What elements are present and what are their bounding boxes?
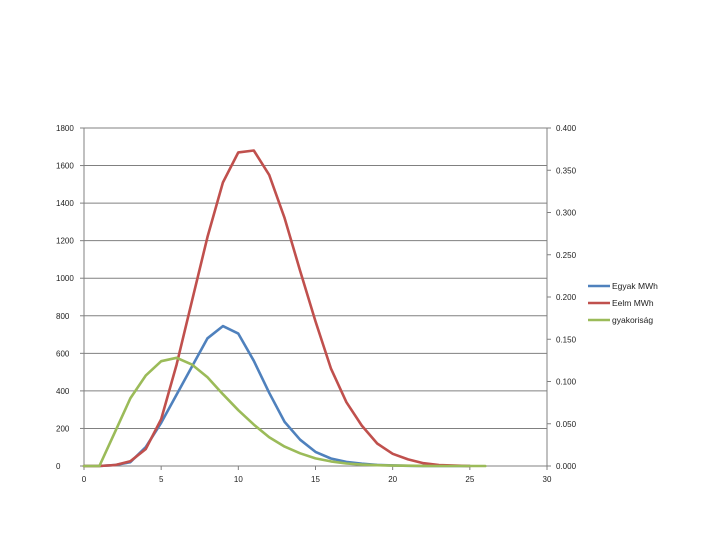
right-y-tick-label: 0.300: [556, 209, 577, 218]
left-y-tick-label: 1800: [56, 124, 74, 133]
left-y-tick-label: 800: [56, 312, 70, 321]
left-y-tick-label: 400: [56, 387, 70, 396]
x-tick-labels: 0 5 10 15 20 25 30: [82, 466, 552, 484]
left-y-tick-label: 1600: [56, 162, 74, 171]
x-tick-label: 5: [159, 475, 164, 484]
right-y-tick-label: 0.250: [556, 251, 577, 260]
x-tick-label: 10: [234, 475, 243, 484]
left-y-tick-labels: 0 200 400 600 800 1000 1200 1400 1600 1800: [56, 124, 84, 471]
right-y-tick-label: 0.150: [556, 335, 577, 344]
x-tick-label: 25: [465, 475, 474, 484]
grid-lines: [84, 127, 547, 429]
left-y-tick-label: 1400: [56, 199, 74, 208]
legend-label: gyakoriság: [612, 315, 653, 325]
left-y-tick-label: 600: [56, 349, 70, 358]
x-tick-label: 20: [388, 475, 397, 484]
left-y-tick-label: 200: [56, 424, 70, 433]
right-y-tick-label: 0.350: [556, 166, 577, 175]
left-y-tick-label: 1200: [56, 237, 74, 246]
right-y-tick-label: 0.050: [556, 420, 577, 429]
series-line-egyak-mwh: [82, 324, 472, 468]
left-y-tick-label: 0: [56, 462, 61, 471]
legend-label: Eelm MWh: [612, 298, 654, 308]
x-tick-label: 0: [82, 475, 87, 484]
legend: Egyak MWh Eelm MWh gyakoriság: [588, 281, 658, 325]
left-y-tick-label: 1000: [56, 274, 74, 283]
series-line-gyakoris-g: [82, 356, 487, 468]
right-y-tick-label: 0.000: [556, 462, 577, 471]
x-tick-label: 30: [543, 475, 552, 484]
axes: [83, 128, 548, 467]
right-y-tick-label: 0.200: [556, 293, 577, 302]
right-y-tick-label: 0.400: [556, 124, 577, 133]
right-y-tick-label: 0.100: [556, 378, 577, 387]
series-line-eelm-mwh: [82, 149, 472, 468]
right-y-tick-labels: 0.000 0.050 0.100 0.150 0.200 0.250 0.300 0.350…: [547, 124, 577, 471]
legend-label: Egyak MWh: [612, 281, 658, 291]
x-tick-label: 15: [311, 475, 320, 484]
series-lines: [82, 149, 487, 468]
